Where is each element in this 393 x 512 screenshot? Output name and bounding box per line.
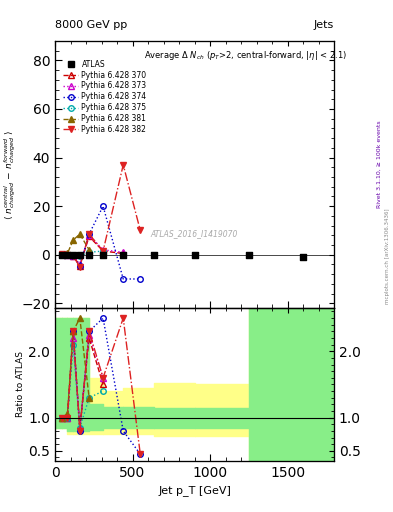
ATLAS bbox=[120, 250, 127, 259]
Text: Average $\Delta$ $N_{ch}$ ($p_T$>2, central-forward, |$\eta$| < 2.1): Average $\Delta$ $N_{ch}$ ($p_T$>2, cent… bbox=[144, 49, 347, 62]
Legend: ATLAS, Pythia 6.428 370, Pythia 6.428 373, Pythia 6.428 374, Pythia 6.428 375, P: ATLAS, Pythia 6.428 370, Pythia 6.428 37… bbox=[62, 58, 148, 136]
ATLAS bbox=[151, 250, 157, 259]
ATLAS bbox=[70, 250, 76, 259]
X-axis label: Jet p_T [GeV]: Jet p_T [GeV] bbox=[158, 485, 231, 496]
Text: mcplots.cern.ch [arXiv:1306.3436]: mcplots.cern.ch [arXiv:1306.3436] bbox=[385, 208, 389, 304]
Text: ATLAS_2016_I1419070: ATLAS_2016_I1419070 bbox=[151, 229, 238, 238]
Y-axis label: Ratio to ATLAS: Ratio to ATLAS bbox=[17, 351, 26, 417]
ATLAS bbox=[300, 253, 306, 261]
ATLAS bbox=[246, 250, 252, 259]
ATLAS bbox=[100, 250, 106, 259]
Text: Rivet 3.1.10, ≥ 100k events: Rivet 3.1.10, ≥ 100k events bbox=[377, 120, 382, 208]
Y-axis label: $\langle$ $n^{central}_{charged}$ $-$ $n^{forward}_{charged}$ $\rangle$: $\langle$ $n^{central}_{charged}$ $-$ $n… bbox=[3, 129, 18, 220]
ATLAS bbox=[77, 250, 83, 259]
Text: 8000 GeV pp: 8000 GeV pp bbox=[55, 20, 127, 30]
ATLAS bbox=[86, 250, 92, 259]
Text: Jets: Jets bbox=[314, 20, 334, 30]
ATLAS bbox=[191, 250, 198, 259]
ATLAS bbox=[59, 250, 65, 259]
ATLAS bbox=[64, 250, 71, 259]
